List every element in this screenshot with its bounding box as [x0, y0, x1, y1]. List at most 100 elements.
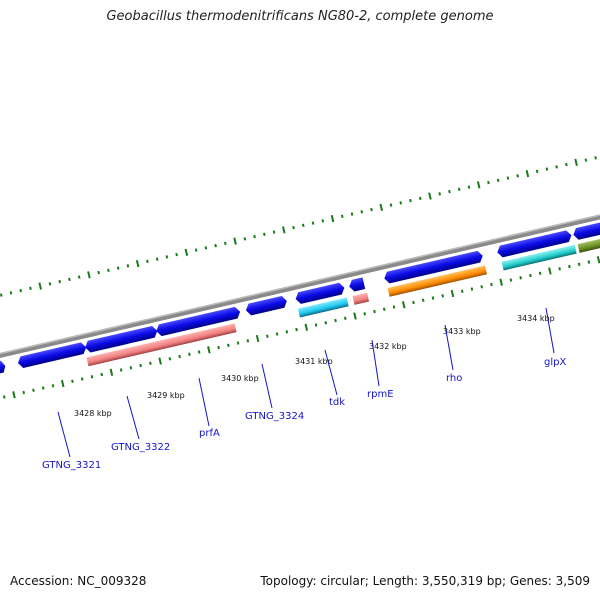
leader-GTNG_3324: [261, 363, 273, 409]
minor-tick: [519, 276, 522, 280]
feature-GTNG_3325-forward[interactable]: [294, 282, 345, 305]
minor-tick: [382, 307, 386, 311]
major-tick: [574, 158, 578, 166]
gene-label-rho[interactable]: rho: [446, 373, 462, 384]
minor-tick: [448, 189, 451, 194]
feature-olive[interactable]: [577, 230, 600, 253]
feature-GTNG_3328-forward[interactable]: [496, 229, 573, 258]
minor-tick: [292, 225, 295, 230]
minor-tick: [214, 243, 217, 248]
minor-tick: [32, 388, 35, 392]
minor-tick: [58, 279, 62, 284]
accession-text: Accession: NC_009328: [10, 574, 147, 588]
minor-tick: [409, 198, 412, 203]
minor-tick: [146, 259, 149, 264]
minor-tick: [253, 234, 256, 239]
minor-tick: [188, 352, 191, 356]
major-tick: [548, 267, 552, 275]
minor-tick: [165, 255, 169, 259]
minor-tick: [412, 300, 415, 305]
major-tick: [38, 282, 42, 290]
feature-GTNG_3324-forward[interactable]: [245, 295, 289, 316]
feature-GTNG_3327-forward[interactable]: [383, 250, 484, 284]
feature-glpX[interactable]: [501, 244, 577, 271]
minor-tick: [343, 316, 347, 320]
gene-label-GTNG_3322[interactable]: GTNG_3322: [111, 442, 170, 453]
gene-label-rpmE[interactable]: rpmE: [367, 389, 394, 400]
gene-labels: GTNG_3321 GTNG_3322 prfA GTNG_3324 tdk r…: [42, 357, 566, 471]
minor-tick: [80, 377, 84, 381]
minor-tick: [460, 289, 464, 293]
major-tick: [207, 346, 211, 354]
minor-tick: [373, 309, 376, 314]
gene-label-glpX[interactable]: glpX: [544, 357, 566, 368]
major-tick: [476, 181, 481, 189]
minor-tick: [126, 264, 130, 268]
minor-tick: [490, 282, 493, 287]
minor-tick: [538, 271, 542, 275]
minor-tick: [370, 207, 373, 212]
gene-label-prfA[interactable]: prfA: [199, 428, 220, 439]
feature-GTNG_3326-forward[interactable]: [348, 277, 366, 292]
feature-prfA-forward[interactable]: [155, 306, 241, 337]
kbp-label-3429: 3429 kbp: [147, 391, 185, 400]
gene-label-GTNG_3321[interactable]: GTNG_3321: [42, 460, 101, 471]
leader-GTNG_3322: [126, 395, 140, 440]
major-tick: [330, 214, 335, 223]
feature-GTNG_3329-forward[interactable]: [572, 217, 600, 241]
minor-tick: [29, 286, 32, 291]
minor-tick: [509, 278, 513, 282]
minor-tick: [168, 357, 172, 361]
minor-tick: [197, 350, 201, 354]
major-tick: [109, 368, 114, 376]
minor-tick: [470, 287, 474, 291]
minor-tick: [389, 203, 393, 207]
minor-tick: [587, 260, 591, 264]
feature-GTNG_3322-forward[interactable]: [84, 325, 159, 353]
minor-tick: [9, 291, 13, 295]
minor-tick: [545, 167, 549, 171]
minor-tick: [594, 156, 597, 160]
minor-tick: [321, 219, 325, 223]
minor-tick: [360, 210, 364, 214]
minor-tick: [311, 221, 315, 225]
minor-tick: [246, 339, 250, 343]
minor-tick: [90, 375, 94, 379]
minor-tick: [577, 262, 581, 266]
minor-tick: [457, 187, 461, 192]
kbp-label-3431: 3431 kbp: [295, 357, 333, 366]
minor-tick: [496, 178, 500, 183]
feature-GTNG_3321-forward[interactable]: [17, 341, 88, 369]
major-tick: [401, 301, 406, 309]
feature-tdk[interactable]: [297, 297, 349, 318]
inner-tick-ring: [2, 256, 600, 399]
major-tick: [184, 248, 189, 256]
minor-tick: [41, 386, 45, 390]
minor-tick: [480, 285, 483, 289]
minor-tick: [19, 288, 23, 293]
major-tick: [282, 226, 286, 234]
forward-strand-features: [0, 217, 600, 379]
gene-label-GTNG_3324[interactable]: GTNG_3324: [245, 411, 304, 422]
major-tick: [255, 334, 260, 343]
backbone: [0, 189, 600, 384]
gene-label-tdk[interactable]: tdk: [329, 397, 345, 408]
minor-tick: [334, 318, 337, 323]
minor-tick: [217, 345, 220, 350]
minor-tick: [48, 282, 52, 286]
minor-tick: [565, 162, 568, 167]
minor-tick: [441, 294, 445, 298]
feature-rpmE[interactable]: [352, 292, 370, 305]
minor-tick: [107, 268, 110, 273]
minor-tick: [285, 330, 289, 334]
major-tick: [60, 379, 65, 388]
feature-GTNG_3320-forward[interactable]: [0, 360, 7, 379]
major-tick: [233, 237, 237, 245]
major-tick: [428, 192, 432, 200]
major-tick: [158, 357, 162, 365]
minor-tick: [224, 241, 227, 246]
feature-pink-GTNG_3322[interactable]: [86, 323, 237, 367]
minor-tick: [149, 361, 152, 365]
feature-rho[interactable]: [387, 265, 488, 297]
